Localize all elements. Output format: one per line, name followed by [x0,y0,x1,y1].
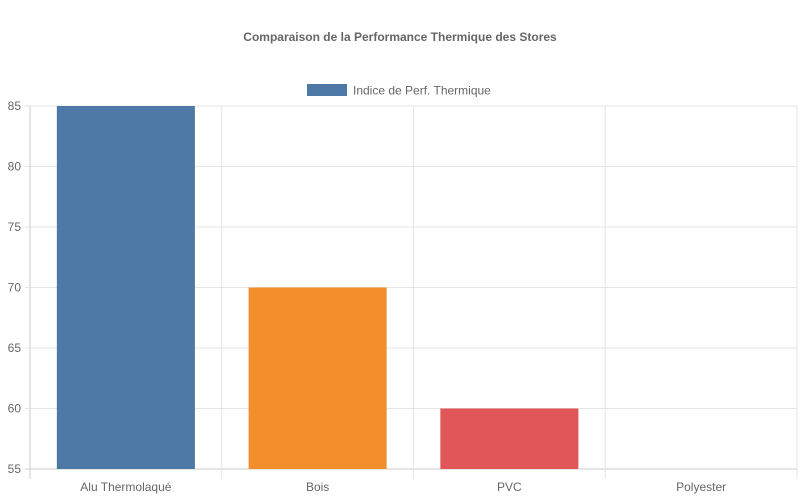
bar-alu-thermolaqu- [56,106,195,469]
y-tick-label: 80 [8,160,22,174]
legend-swatch [307,84,347,96]
bars [56,106,579,469]
x-tick-label: Polyester [676,480,726,494]
axes: 55 60 65 70 75 80 85 Alu Thermolaqué Bois PVC Poly… [8,99,727,494]
legend-label: Indice de Perf. Thermique [353,84,491,98]
bar-pvc [440,408,579,469]
y-tick-label: 60 [8,402,22,416]
x-tick-label: Bois [306,480,329,494]
y-tick-label: 65 [8,341,22,355]
y-tick-label: 70 [8,281,22,295]
y-tick-label: 85 [8,99,22,113]
y-tick-label: 55 [8,462,22,476]
bar-bois [248,287,387,469]
y-tick-label: 75 [8,220,22,234]
chart-title: Comparaison de la Performance Thermique … [243,30,557,44]
x-tick-label: Alu Thermolaqué [80,480,171,494]
legend[interactable]: Indice de Perf. Thermique [307,84,491,98]
x-tick-label: PVC [497,480,522,494]
